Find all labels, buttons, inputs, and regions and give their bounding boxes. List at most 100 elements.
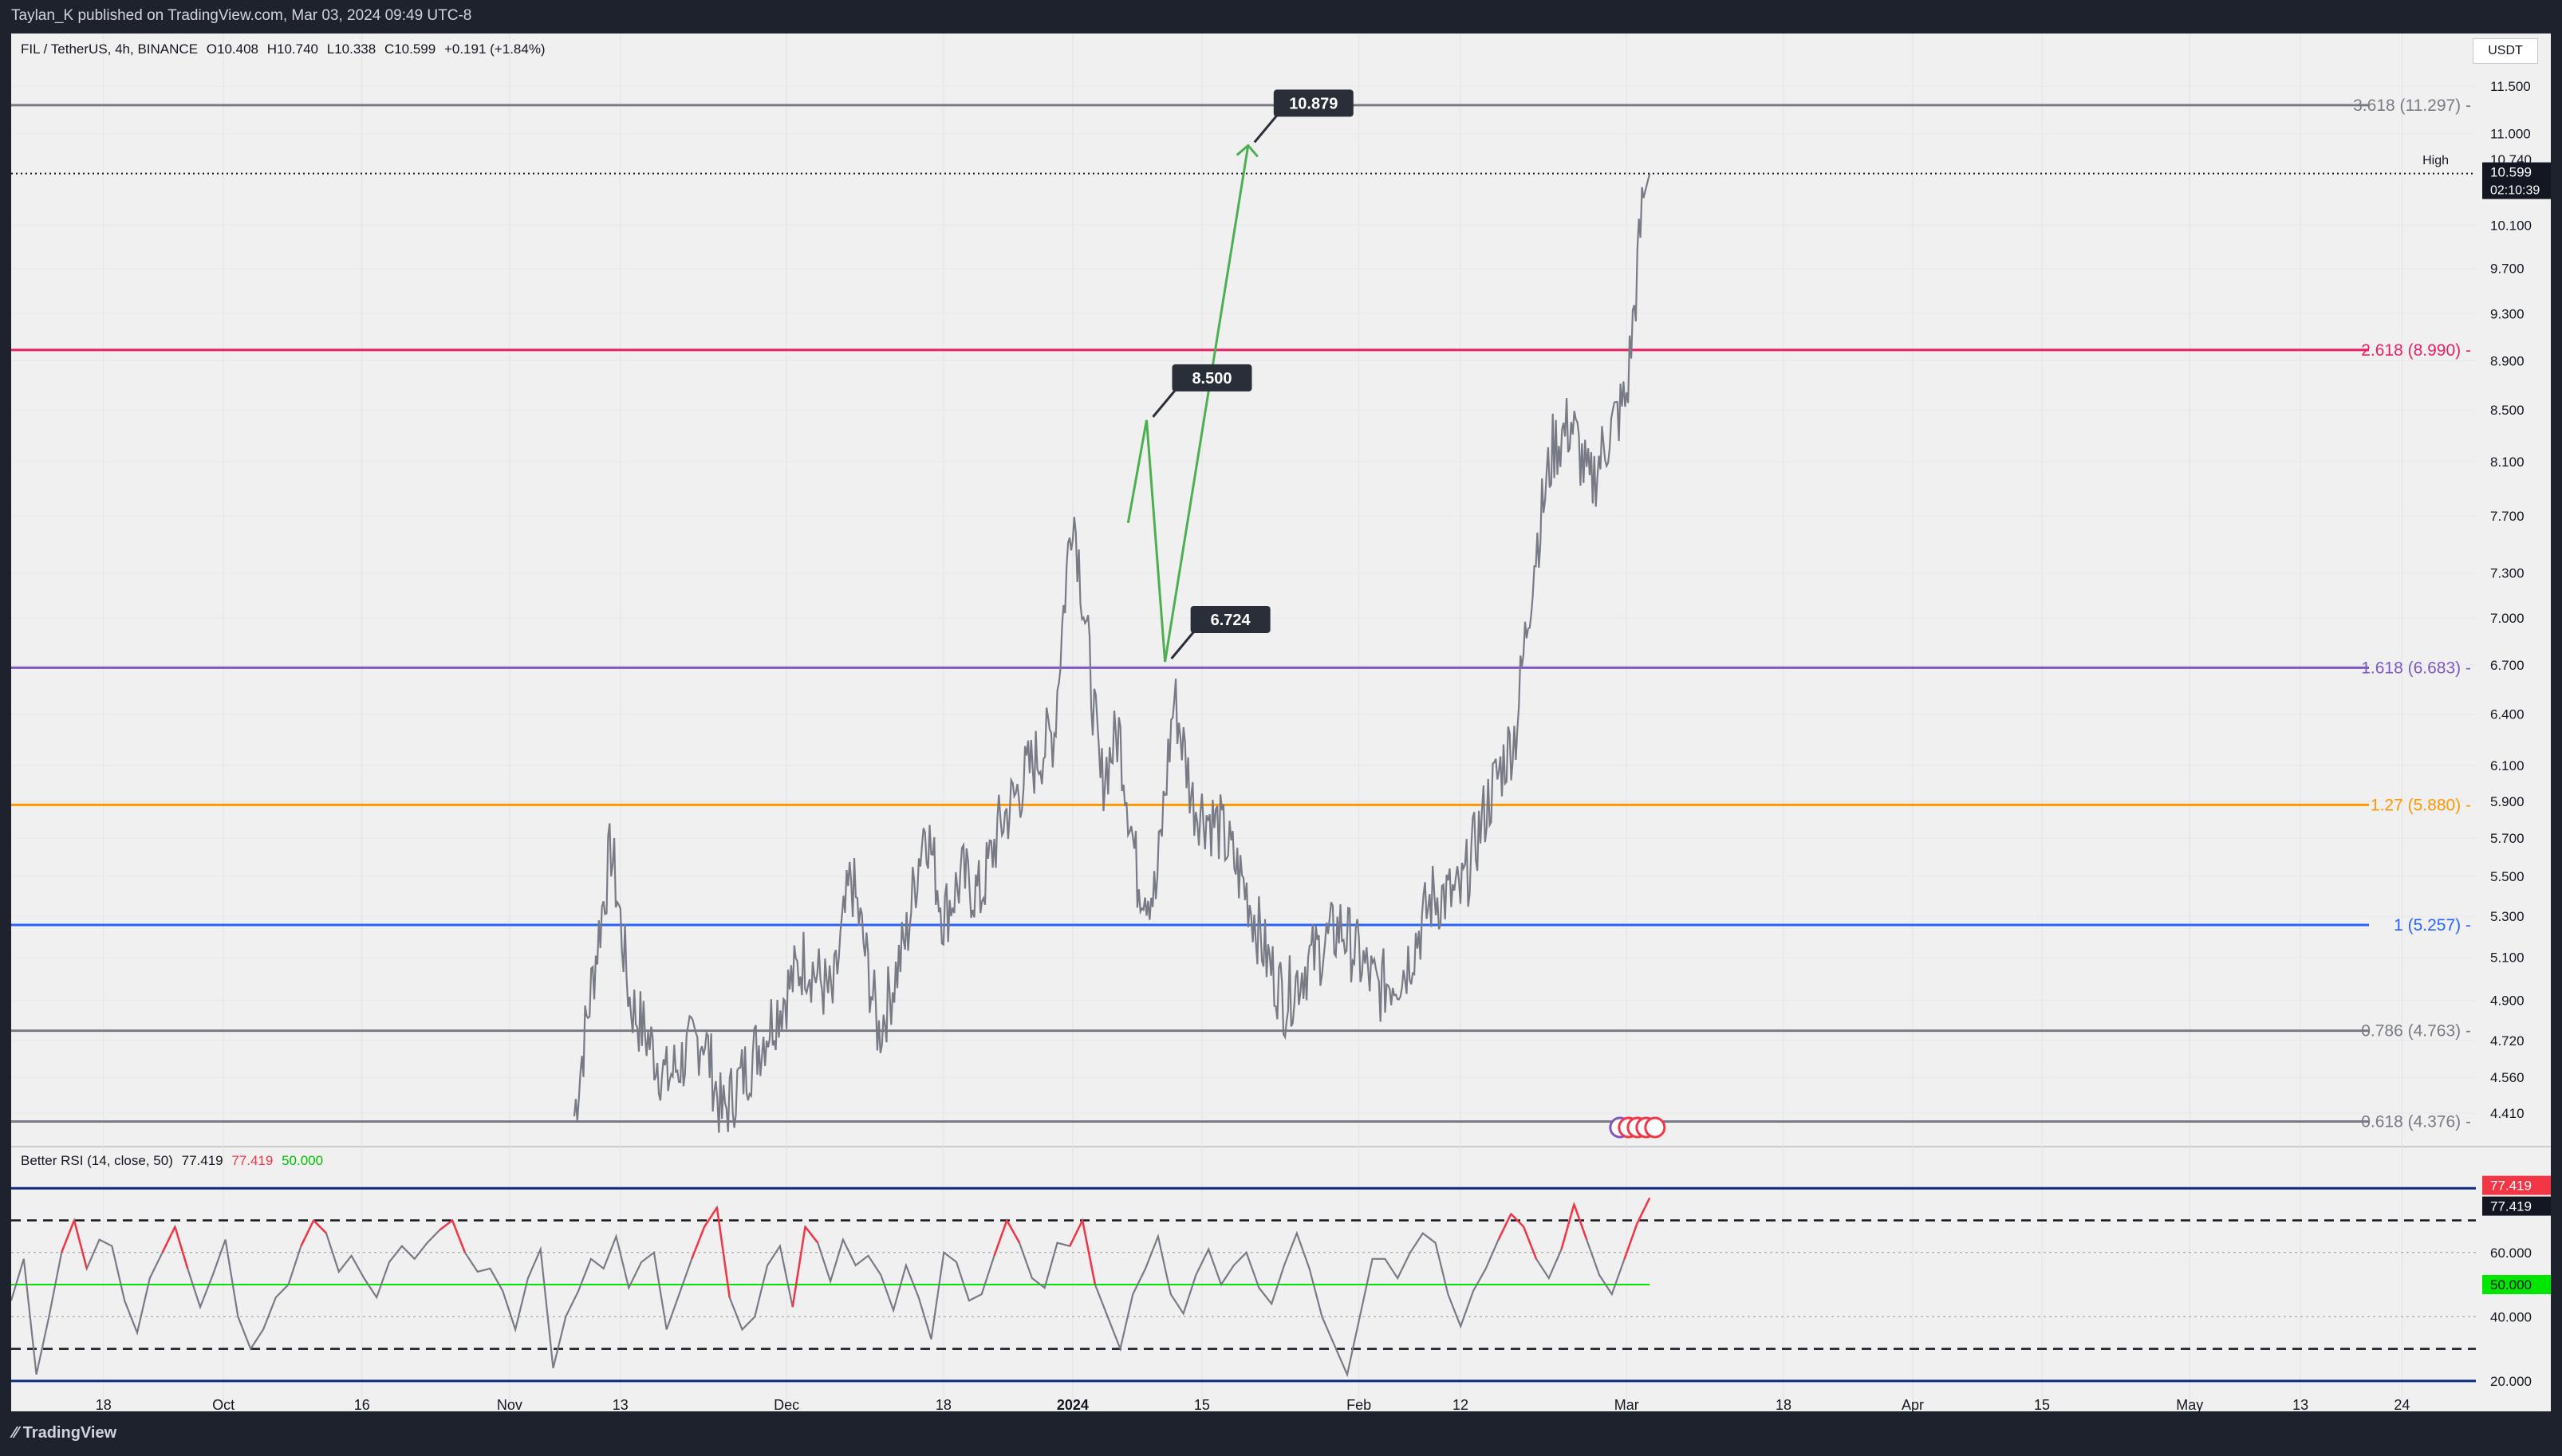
- rsi-legend: Better RSI (14, close, 50) 77.419 77.419…: [21, 1153, 328, 1169]
- y-tick-label: 11.000: [2490, 127, 2531, 142]
- last-price-badge: [2482, 162, 2551, 199]
- x-tick-label: 18: [936, 1397, 952, 1411]
- rsi-overbought-segment: [1623, 1223, 1638, 1260]
- brand-name: TradingView: [22, 1424, 117, 1442]
- rsi-overbought-segment: [1523, 1226, 1538, 1260]
- y-tick-label: 8.100: [2490, 455, 2525, 470]
- y-tick-label: 10.100: [2490, 218, 2532, 233]
- rsi-y-tick-label: 40.000: [2490, 1309, 2532, 1324]
- x-tick-label: 13: [2292, 1397, 2308, 1411]
- x-tick-label: 15: [1194, 1397, 1210, 1411]
- x-tick-label: 16: [354, 1397, 370, 1411]
- price-legend: FIL / TetherUS, 4h, BINANCE O10.408 H10.…: [21, 41, 550, 57]
- x-tick-label: May: [2176, 1397, 2203, 1411]
- rsi-overbought-segment: [1069, 1219, 1084, 1247]
- y-tick-label: 4.900: [2490, 993, 2525, 1008]
- rsi-overbought-segment: [804, 1226, 819, 1244]
- rsi-overbought-segment: [1081, 1220, 1097, 1285]
- fib-level-label: 2.618 (8.990) -: [2361, 341, 2471, 360]
- rsi-overbought-segment: [174, 1226, 189, 1269]
- tradingview-logo[interactable]: ⁄⁄ TradingView: [13, 1424, 116, 1442]
- x-tick-label: Feb: [1346, 1397, 1371, 1411]
- top-bar: Taylan_K published on TradingView.com, M…: [0, 0, 2562, 33]
- rsi-value-badge-dark: [2482, 1196, 2551, 1216]
- y-tick-label: 7.000: [2490, 611, 2525, 626]
- y-tick-label: 4.410: [2490, 1106, 2525, 1121]
- callout-pointer: [1253, 112, 1279, 144]
- last-price-timer: 02:10:39: [2490, 184, 2540, 198]
- callout-pointer: [1170, 629, 1196, 659]
- y-tick-label: 5.300: [2490, 909, 2525, 924]
- y-tick-label: 5.700: [2490, 831, 2525, 846]
- x-tick-label: 12: [1452, 1397, 1468, 1411]
- ohlc-low: L10.338: [326, 41, 376, 57]
- fib-level-label: 1.618 (6.683) -: [2361, 659, 2471, 677]
- rsi-overbought-segment: [993, 1220, 1008, 1257]
- callout-label: 6.724: [1211, 612, 1251, 629]
- rsi-value-3: 50.000: [282, 1153, 324, 1168]
- rsi-overbought-segment: [1636, 1197, 1651, 1225]
- y-tick-label: 4.560: [2490, 1070, 2525, 1085]
- high-label: High: [2422, 154, 2449, 167]
- x-tick-label: Nov: [497, 1397, 522, 1411]
- rsi-overbought-segment: [73, 1220, 89, 1269]
- ohlc-close: C10.599: [384, 41, 436, 57]
- rsi-mid-value: 50.000: [2490, 1277, 2532, 1293]
- last-price-value: 10.599: [2490, 165, 2532, 180]
- bottom-bar: ⁄⁄ TradingView: [0, 1411, 2562, 1456]
- x-tick-label: Apr: [1902, 1397, 1924, 1411]
- rsi-overbought-segment: [1573, 1203, 1588, 1241]
- rsi-overbought-segment: [1006, 1219, 1021, 1244]
- y-tick-label: 8.900: [2490, 353, 2525, 368]
- projection-arrowhead: [1236, 144, 1259, 158]
- rsi-value-2: 77.419: [231, 1153, 274, 1168]
- x-tick-label: 15: [2034, 1397, 2050, 1411]
- x-tick-label: Mar: [1614, 1397, 1639, 1411]
- currency-button[interactable]: USDT: [2473, 38, 2538, 64]
- rsi-overbought-segment: [704, 1206, 718, 1228]
- rsi-value-dark: 77.419: [2490, 1199, 2532, 1214]
- x-tick-label: 2024: [1057, 1397, 1089, 1411]
- y-tick-label: 4.720: [2490, 1033, 2525, 1049]
- rsi-y-tick-label: 60.000: [2490, 1245, 2532, 1261]
- fib-level-label: 0.786 (4.763) -: [2361, 1022, 2471, 1041]
- price-series-line: [573, 173, 1651, 1133]
- rsi-overbought-segment: [300, 1219, 315, 1247]
- rsi-overbought-segment: [691, 1226, 706, 1260]
- x-tick-label: Oct: [212, 1397, 235, 1411]
- fib-level-label: 1.27 (5.880) -: [2371, 796, 2471, 814]
- rsi-y-tick-label: 20.000: [2490, 1374, 2532, 1389]
- rsi-name: Better RSI (14, close, 50): [21, 1153, 173, 1168]
- y-tick-label: 7.700: [2490, 509, 2525, 524]
- callout-label: 10.879: [1289, 95, 1338, 112]
- price-change: +0.191 (+1.84%): [443, 41, 546, 57]
- rsi-value-1: 77.419: [181, 1153, 223, 1168]
- y-tick-label: 6.700: [2490, 658, 2525, 673]
- y-tick-label: 5.500: [2490, 869, 2525, 884]
- callout-box: [1273, 89, 1354, 117]
- ohlc-open: O10.408: [206, 41, 258, 57]
- tradingview-icon: ⁄⁄: [13, 1424, 18, 1442]
- fib-level-label: 1 (5.257) -: [2394, 916, 2471, 935]
- publisher-info: Taylan_K published on TradingView.com, M…: [11, 7, 472, 24]
- symbol-info: FIL / TetherUS, 4h, BINANCE: [21, 41, 199, 57]
- rsi-value-red: 77.419: [2490, 1179, 2532, 1194]
- rsi-overbought-segment: [1560, 1203, 1575, 1250]
- rsi-overbought-segment: [313, 1219, 327, 1234]
- rsi-overbought-segment: [715, 1207, 731, 1298]
- rsi-overbought-segment: [439, 1219, 453, 1231]
- chart-canvas[interactable]: 18 Oct 16 Nov 13 Dec 18 2024 15 Feb 12 Mar 18 Apr 15 Ma…: [11, 33, 2551, 1411]
- x-tick-label: 18: [96, 1397, 112, 1411]
- y-tick-label: 8.500: [2490, 403, 2525, 418]
- y-tick-label: 9.700: [2490, 262, 2525, 277]
- rsi-overbought-segment: [61, 1220, 76, 1253]
- fib-level-label: 0.618 (4.376) -: [2361, 1112, 2471, 1131]
- rsi-overbought-segment: [1497, 1213, 1512, 1241]
- x-tick-label: 24: [2394, 1397, 2410, 1411]
- rsi-line: [11, 1197, 1651, 1378]
- x-tick-label: 13: [613, 1397, 629, 1411]
- y-tick-label: 7.300: [2490, 566, 2525, 581]
- y-tick-label: 5.900: [2490, 794, 2525, 809]
- callout-pointer: [1152, 387, 1178, 418]
- y-tick-label: 6.100: [2490, 758, 2525, 773]
